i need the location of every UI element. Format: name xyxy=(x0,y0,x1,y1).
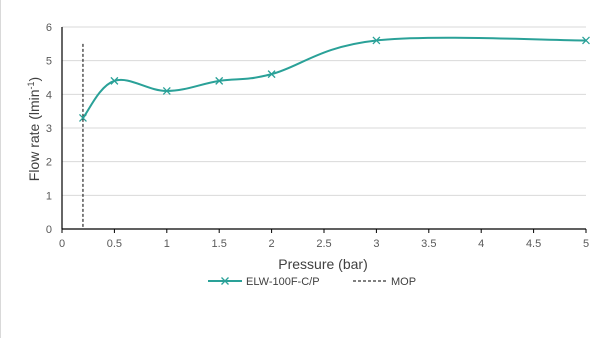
y-tick-labels: 0 1 2 3 4 5 6 xyxy=(46,22,52,236)
x-tick-4.5: 4.5 xyxy=(526,238,541,250)
data-point-3 xyxy=(215,76,224,85)
gridlines xyxy=(62,26,586,196)
legend-item-mop: MOP xyxy=(353,276,416,288)
data-point-2 xyxy=(162,87,171,95)
y-tick-4: 4 xyxy=(46,89,52,101)
legend-mop-label: MOP xyxy=(391,276,416,288)
y-tick-2: 2 xyxy=(46,157,52,169)
y-tick-6: 6 xyxy=(46,22,52,34)
legend-series-label: ELW-100F-C/P xyxy=(246,276,320,288)
series-group xyxy=(79,36,590,122)
x-axis-title: Pressure (bar) xyxy=(278,256,367,272)
y-axis-title: Flow rate (lmin-1) xyxy=(26,77,42,181)
y-tick-1: 1 xyxy=(46,190,52,202)
x-tick-labels: 0 0.5 1 1.5 2 2.5 3 3.5 4 4.5 5 xyxy=(59,238,589,250)
x-tick-2: 2 xyxy=(269,238,275,250)
legend-series-marker xyxy=(221,277,229,285)
x-tick-0.5: 0.5 xyxy=(107,238,122,250)
y-tick-0: 0 xyxy=(46,224,52,236)
y-tick-5: 5 xyxy=(46,56,52,68)
x-tick-2.5: 2.5 xyxy=(316,238,331,250)
data-point-6 xyxy=(582,36,590,45)
x-tick-1.5: 1.5 xyxy=(212,238,227,250)
legend: ELW-100F-C/P MOP xyxy=(208,276,416,288)
data-point-4 xyxy=(267,70,276,79)
x-tick-5: 5 xyxy=(583,238,589,250)
series-line-0 xyxy=(82,36,587,119)
x-tick-3.5: 3.5 xyxy=(421,238,436,250)
data-point-5 xyxy=(372,36,381,45)
axes xyxy=(61,27,587,233)
y-tick-3: 3 xyxy=(46,123,52,135)
x-tick-3: 3 xyxy=(373,238,379,250)
legend-item-series: ELW-100F-C/P xyxy=(208,276,320,288)
data-point-1 xyxy=(110,76,119,85)
x-tick-0: 0 xyxy=(59,238,65,250)
data-point-0 xyxy=(79,113,87,122)
x-tick-4: 4 xyxy=(478,238,484,250)
x-tick-1: 1 xyxy=(164,238,170,250)
